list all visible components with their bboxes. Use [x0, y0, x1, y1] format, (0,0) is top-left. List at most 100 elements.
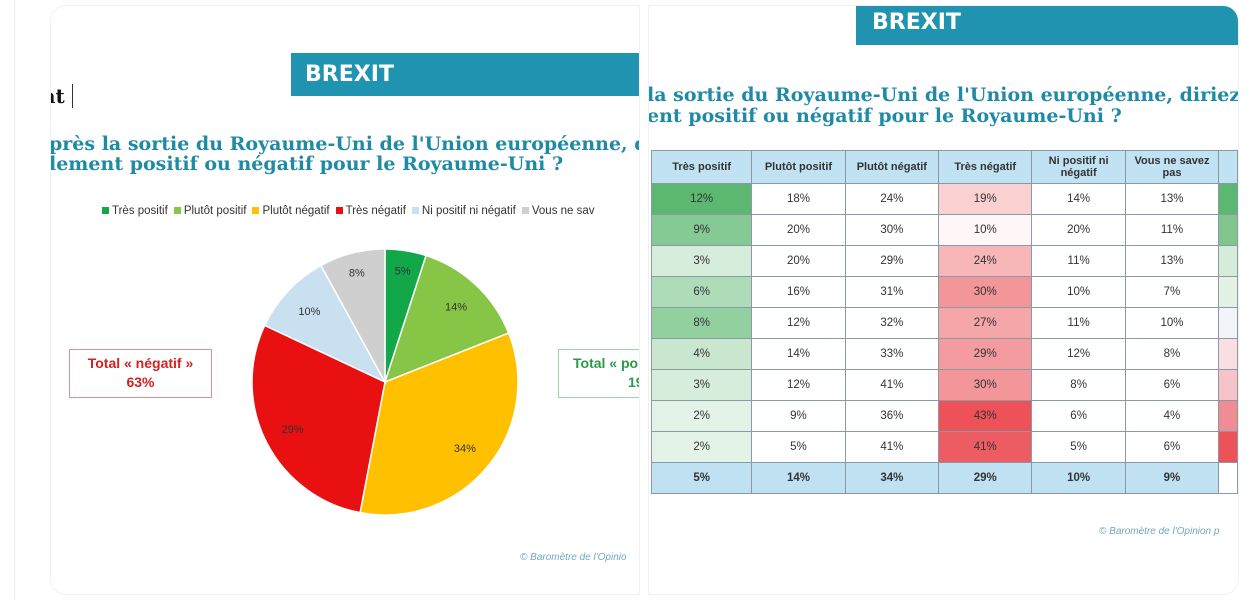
- table-cell: 16%: [751, 276, 846, 308]
- legend-label: Ni positif ni négatif: [421, 205, 516, 217]
- table-row: 6% 16% 31% 30% 10% 7%: [650, 276, 1238, 308]
- pie-slice-plut-t-n-gatif: [359, 332, 519, 516]
- cut-column-cell: [1218, 338, 1238, 370]
- question-line-2: lement positif ou négatif pour le Royaum…: [50, 153, 564, 175]
- table-cell: 31%: [844, 276, 940, 308]
- column-header: Plutôt négatif: [844, 150, 940, 184]
- table-cell: 34%: [844, 462, 940, 494]
- table-cell: 5%: [650, 462, 753, 494]
- table-cell: 3%: [650, 245, 753, 277]
- table-cell: 9%: [1124, 462, 1220, 494]
- table-cell: 20%: [751, 214, 846, 246]
- table-row: 4% 14% 33% 29% 12% 8%: [650, 338, 1238, 370]
- cut-column-cell: [1218, 400, 1238, 432]
- cut-column-header: [1218, 150, 1238, 184]
- cut-column-cell: [1218, 245, 1238, 277]
- table-cell: 24%: [938, 245, 1033, 277]
- table-cell: 20%: [751, 245, 846, 277]
- legend-label: Très positif: [112, 205, 168, 217]
- table-cell: 11%: [1124, 214, 1220, 246]
- cut-column-cell: [1218, 462, 1238, 494]
- total-positive-box: Total « po 19%: [558, 349, 639, 398]
- table-cell: 30%: [938, 276, 1033, 308]
- table-cell: 8%: [1031, 369, 1126, 401]
- cut-column-cell: [1218, 431, 1238, 463]
- cut-column-cell: [1218, 276, 1238, 308]
- pie-data-label: 29%: [282, 424, 304, 436]
- legend-swatch: [411, 207, 419, 214]
- copyright: © Baromètre de l'Opinio: [520, 552, 627, 563]
- brexit-banner: BREXIT: [856, 6, 1238, 45]
- pie-chart: 5% 14% 34% 29% 10% 8%: [251, 248, 519, 516]
- table-row: 3% 12% 41% 30% 8% 6%: [650, 369, 1238, 401]
- legend-swatch: [335, 207, 343, 214]
- pie-slice-tr-s-n-gatif: [251, 324, 386, 514]
- table-cell: 4%: [650, 338, 753, 370]
- image-pie-chart[interactable]: nt BREXIT près la sortie du Royaume-Uni …: [50, 5, 640, 595]
- table-cell: 10%: [1124, 307, 1220, 339]
- table-cell: 13%: [1124, 183, 1220, 215]
- table-cell: 5%: [1031, 431, 1126, 463]
- table-cell: 2%: [650, 431, 753, 463]
- legend-swatch: [102, 207, 109, 214]
- legend-swatch: [252, 207, 260, 214]
- question-line-2: ent positif ou négatif pour le Royaume-U…: [648, 105, 1122, 127]
- table-cell: 3%: [650, 369, 753, 401]
- pie-data-label: 10%: [298, 306, 320, 318]
- copyright: © Baromètre de l'Opinion p: [1099, 526, 1220, 537]
- table-row: 2% 9% 36% 43% 6% 4%: [650, 400, 1238, 432]
- brexit-banner: BREXIT: [291, 53, 639, 96]
- table-cell: 11%: [1031, 245, 1126, 277]
- results-table: Très positif Plutôt positif Plutôt négatif…: [650, 150, 1238, 494]
- table-cell: 6%: [650, 276, 753, 308]
- table-cell: 29%: [938, 462, 1033, 494]
- table-cell: 11%: [1031, 307, 1126, 339]
- pie-slice-ni-positif-ni-n-gatif: [263, 264, 387, 384]
- table-cell: 14%: [751, 462, 846, 494]
- pie-slice-vous-ne-savez-pas: [319, 248, 386, 383]
- table-cell: 18%: [751, 183, 846, 215]
- cut-column-cell: [1218, 307, 1238, 339]
- cut-column-cell: [1218, 214, 1238, 246]
- table-cell: 29%: [938, 338, 1033, 370]
- table-cell: 36%: [844, 400, 940, 432]
- cut-column-cell: [1218, 369, 1238, 401]
- table-row: 3% 20% 29% 24% 11% 13%: [650, 245, 1238, 277]
- table-cell: 10%: [938, 214, 1033, 246]
- table-cell: 12%: [650, 183, 753, 215]
- table-cell: 10%: [1031, 276, 1126, 308]
- table-row: 2% 5% 41% 41% 5% 6%: [650, 431, 1238, 463]
- image-results-table[interactable]: BREXIT la sortie du Royaume-Uni de l'Uni…: [648, 5, 1239, 595]
- question-line-1: près la sortie du Royaume-Uni de l'Union…: [50, 133, 640, 155]
- table-cell: 6%: [1124, 369, 1220, 401]
- table-cell: 27%: [938, 307, 1033, 339]
- table-cell: 14%: [1031, 183, 1126, 215]
- column-header: Vous ne savez pas: [1124, 150, 1220, 184]
- table-cell: 14%: [751, 338, 846, 370]
- table-cell: 12%: [1031, 338, 1126, 370]
- table-cell: 12%: [751, 307, 846, 339]
- table-cell: 9%: [650, 214, 753, 246]
- table-cell: 19%: [938, 183, 1033, 215]
- chart-legend: Très positif Plutôt positif Plutôt négatif…: [96, 205, 595, 217]
- table-row: 12% 18% 24% 19% 14% 13%: [650, 183, 1238, 215]
- table-cell: 13%: [1124, 245, 1220, 277]
- legend-swatch: [173, 207, 181, 214]
- table-cell: 41%: [938, 431, 1033, 463]
- table-cell: 8%: [650, 307, 753, 339]
- table-cell: 4%: [1124, 400, 1220, 432]
- table-cell: 5%: [751, 431, 846, 463]
- table-cell: 30%: [844, 214, 940, 246]
- pie-data-label: 14%: [445, 301, 467, 313]
- timeline-divider: [14, 0, 15, 600]
- table-cell: 6%: [1124, 431, 1220, 463]
- table-cell: 2%: [650, 400, 753, 432]
- logo-divider: [72, 84, 73, 108]
- total-negative-value: 63%: [126, 374, 155, 390]
- table-cell: 43%: [938, 400, 1033, 432]
- table-cell: 32%: [844, 307, 940, 339]
- table-cell: 30%: [938, 369, 1033, 401]
- total-negative-label: Total « négatif »: [87, 355, 194, 371]
- table-cell: 33%: [844, 338, 940, 370]
- column-header: Très positif: [650, 150, 753, 184]
